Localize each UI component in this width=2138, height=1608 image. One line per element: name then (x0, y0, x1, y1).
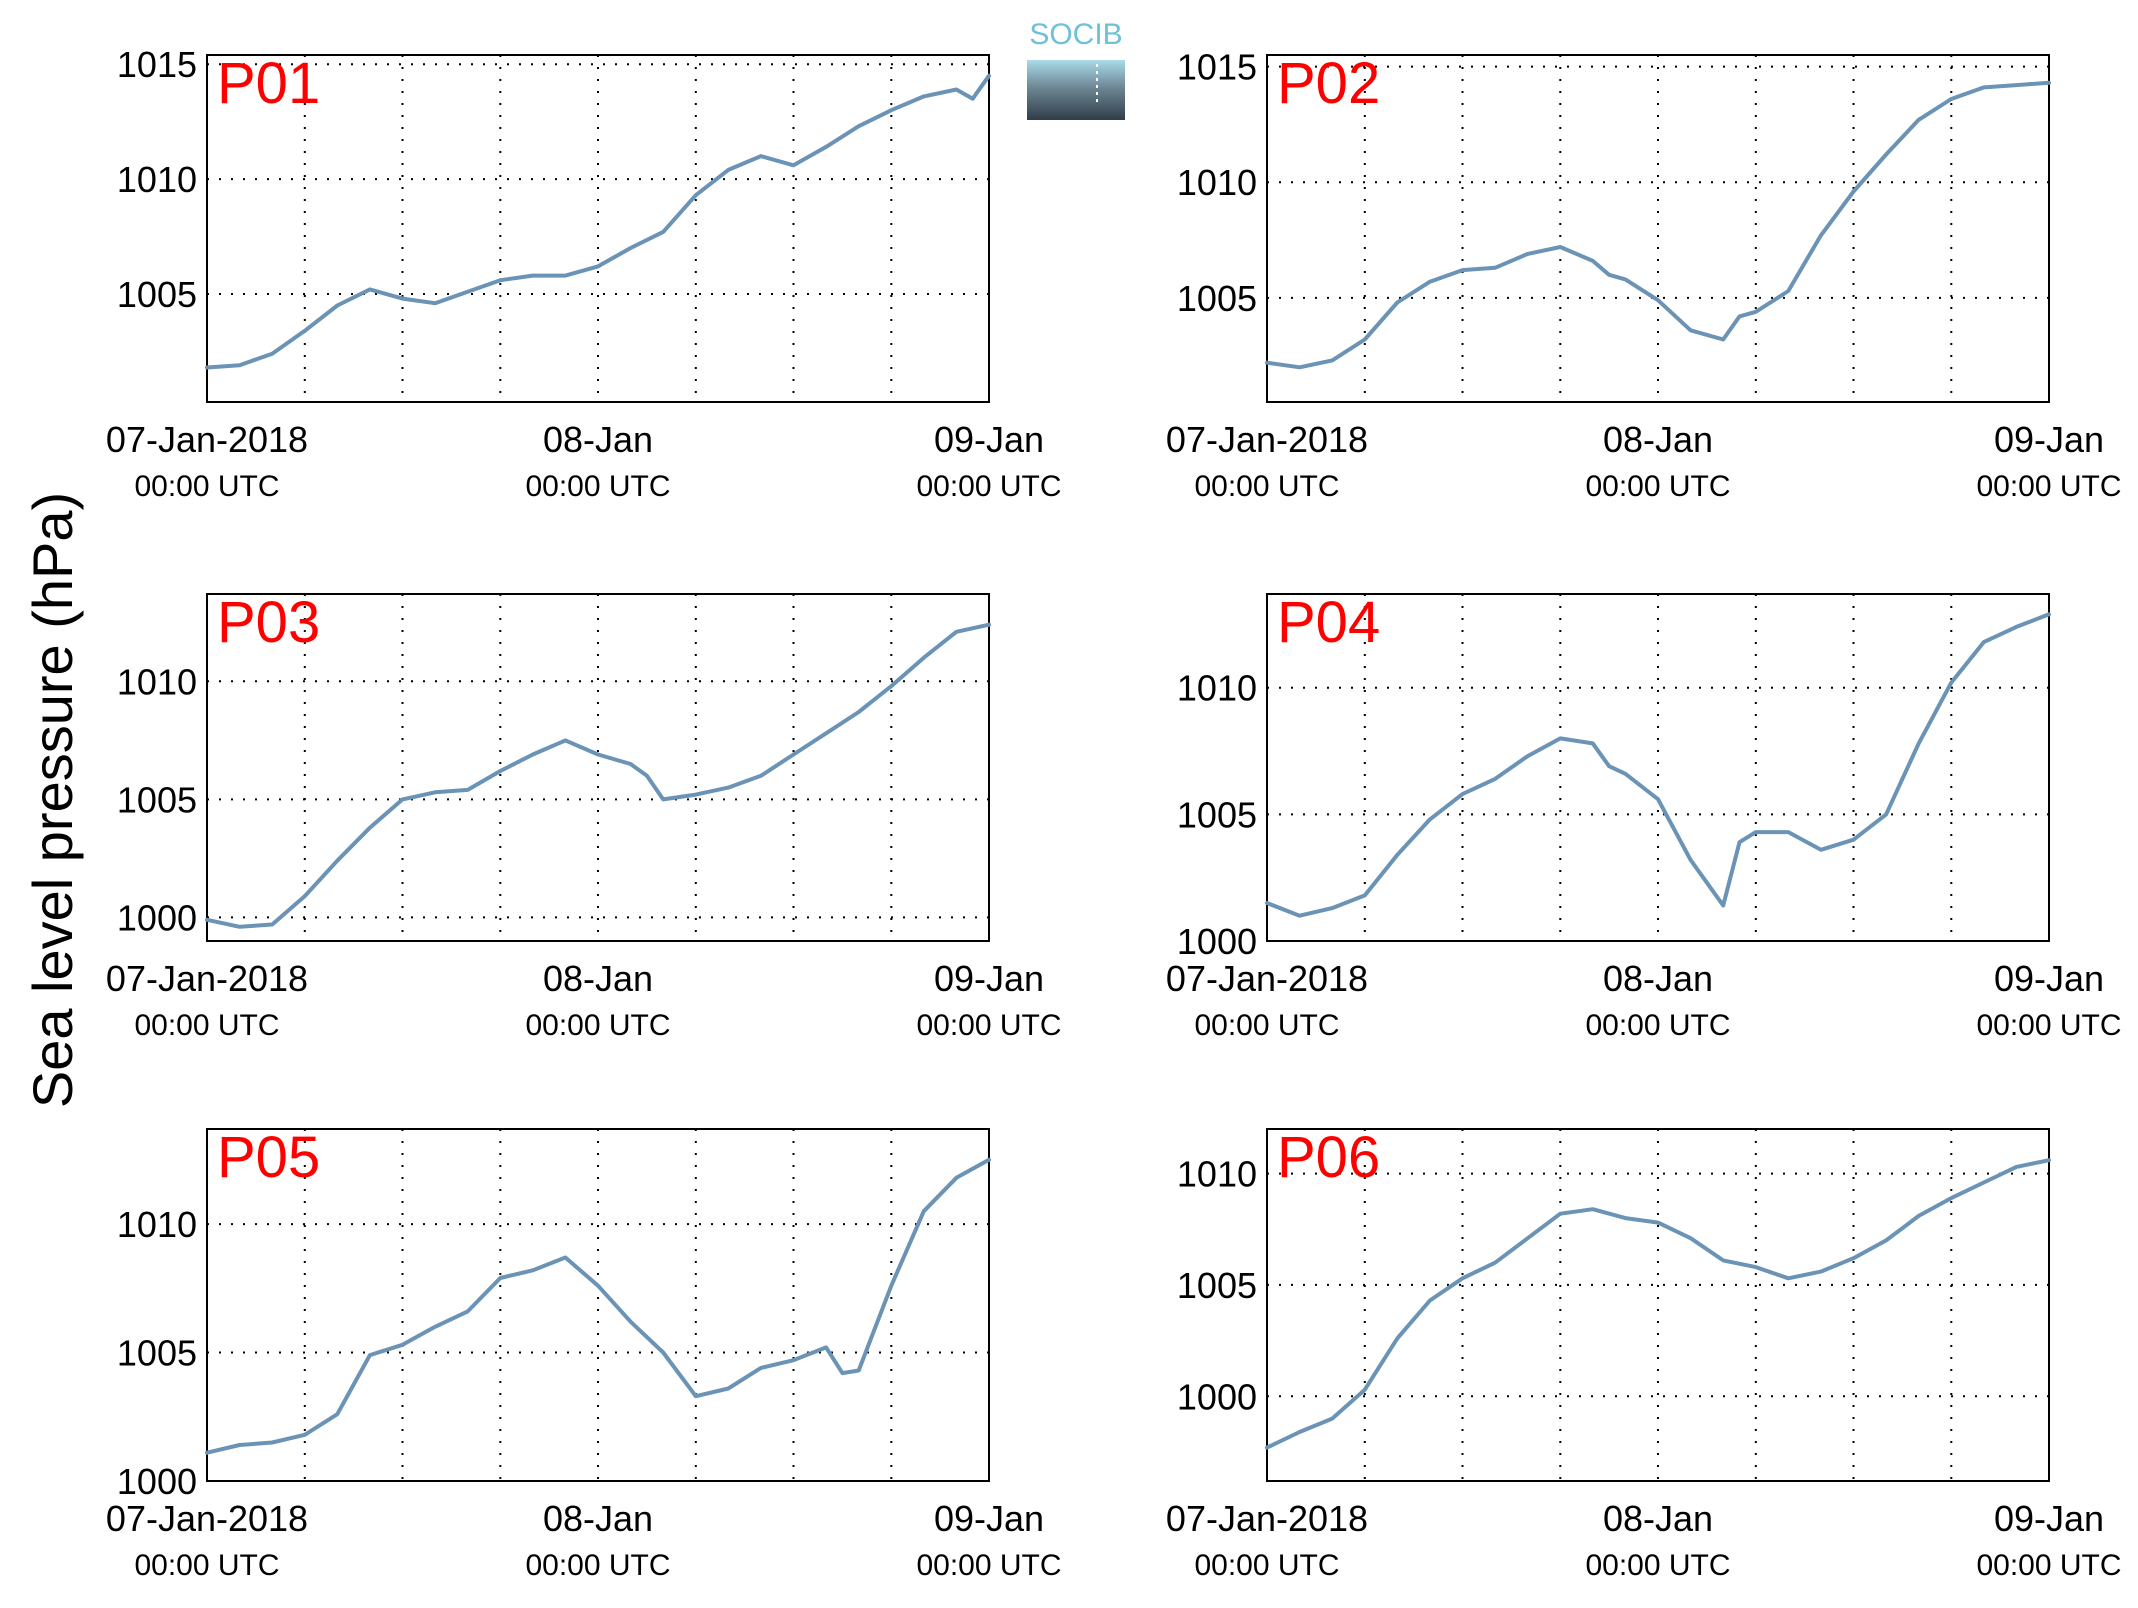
x-tick-sublabel: 00:00 UTC (134, 470, 279, 503)
x-tick-label: 09-Jan (1994, 419, 2104, 460)
socib-logo: SOCIB (1027, 18, 1125, 120)
y-tick-label: 1000 (1177, 921, 1257, 962)
y-tick-label: 1005 (117, 1333, 197, 1374)
y-tick-label: 1000 (117, 1461, 197, 1502)
y-tick-label: 1000 (1177, 1376, 1257, 1417)
socib-logo-block (1027, 60, 1125, 120)
y-tick-label: 1005 (117, 779, 197, 820)
plot-frame (206, 593, 990, 942)
y-tick-label: 1010 (1177, 162, 1257, 203)
plot-frame (206, 1128, 990, 1482)
y-tick-label: 1010 (1177, 1154, 1257, 1195)
x-tick-sublabel: 00:00 UTC (525, 1009, 670, 1042)
panel-label: P01 (217, 51, 320, 116)
x-tick-label: 07-Jan-2018 (1166, 419, 1368, 460)
y-tick-label: 1005 (117, 274, 197, 315)
x-tick-sublabel: 00:00 UTC (525, 1549, 670, 1582)
x-tick-label: 08-Jan (543, 958, 653, 999)
y-tick-label: 1010 (117, 1204, 197, 1245)
panel-p04: 1000 1005 1010 07-Jan-2018 00:00 UTC 08-Jan 00… (1166, 590, 2122, 1042)
plot-frame (206, 54, 990, 403)
x-tick-sublabel: 00:00 UTC (1194, 1549, 1339, 1582)
x-tick-label: 07-Jan-2018 (106, 419, 308, 460)
y-tick-label: 1010 (117, 159, 197, 200)
series-line-p01 (205, 73, 991, 370)
x-tick-sublabel: 00:00 UTC (134, 1009, 279, 1042)
x-tick-label: 07-Jan-2018 (106, 958, 308, 999)
series-line-p06 (1265, 1158, 2051, 1450)
x-tick-label: 08-Jan (543, 419, 653, 460)
x-tick-sublabel: 00:00 UTC (1194, 470, 1339, 503)
x-tick-sublabel: 00:00 UTC (1976, 470, 2121, 503)
y-tick-label: 1005 (1177, 1265, 1257, 1306)
y-tick-label: 1000 (117, 897, 197, 938)
y-axis-label: Sea level pressure (hPa) (21, 492, 84, 1108)
panel-label: P02 (1277, 51, 1380, 116)
x-tick-sublabel: 00:00 UTC (916, 470, 1061, 503)
panel-p05: 1000 1005 1010 07-Jan-2018 00:00 UTC 08-Jan 00… (106, 1125, 1062, 1582)
plot-frame (1266, 593, 2050, 942)
x-tick-label: 09-Jan (934, 419, 1044, 460)
x-tick-sublabel: 00:00 UTC (916, 1549, 1061, 1582)
panel-p02: 1005 1010 1015 07-Jan-2018 00:00 UTC 08-Jan 00… (1166, 47, 2122, 503)
panel-p01: 1005 1010 1015 07-Jan-2018 00:00 UTC 08-Jan 00… (106, 44, 1062, 503)
x-tick-sublabel: 00:00 UTC (1194, 1009, 1339, 1042)
x-tick-label: 07-Jan-2018 (1166, 958, 1368, 999)
panel-label: P06 (1277, 1125, 1380, 1190)
x-tick-sublabel: 00:00 UTC (1976, 1549, 2121, 1582)
y-tick-label: 1005 (1177, 794, 1257, 835)
series-line-p05 (205, 1157, 991, 1455)
y-tick-label: 1010 (1177, 668, 1257, 709)
panel-p03: 1000 1005 1010 07-Jan-2018 00:00 UTC 08-Jan 00… (106, 590, 1062, 1042)
x-tick-label: 08-Jan (543, 1498, 653, 1539)
y-tick-label: 1010 (117, 661, 197, 702)
y-tick-label: 1005 (1177, 278, 1257, 319)
x-tick-sublabel: 00:00 UTC (1976, 1009, 2121, 1042)
x-tick-label: 08-Jan (1603, 419, 1713, 460)
x-tick-label: 09-Jan (934, 1498, 1044, 1539)
panel-p06: 1000 1005 1010 07-Jan-2018 00:00 UTC 08-Jan 00… (1166, 1125, 2122, 1582)
series-line-p03 (205, 622, 991, 929)
panels: 1005 1010 1015 07-Jan-2018 00:00 UTC 08-Jan 00… (106, 44, 2122, 1582)
x-tick-label: 07-Jan-2018 (106, 1498, 308, 1539)
x-tick-label: 08-Jan (1603, 1498, 1713, 1539)
plot-frame (1266, 1128, 2050, 1482)
x-tick-label: 09-Jan (934, 958, 1044, 999)
y-tick-label: 1015 (117, 44, 197, 85)
panel-label: P03 (217, 590, 320, 655)
x-tick-sublabel: 00:00 UTC (134, 1549, 279, 1582)
panel-label: P04 (1277, 590, 1380, 655)
x-tick-sublabel: 00:00 UTC (1585, 1549, 1730, 1582)
x-tick-label: 07-Jan-2018 (1166, 1498, 1368, 1539)
panel-label: P05 (217, 1125, 320, 1190)
x-tick-label: 09-Jan (1994, 958, 2104, 999)
series-line-p02 (1265, 80, 2051, 370)
series-line-p04 (1265, 612, 2051, 918)
x-tick-sublabel: 00:00 UTC (1585, 1009, 1730, 1042)
x-tick-sublabel: 00:00 UTC (916, 1009, 1061, 1042)
y-tick-label: 1015 (1177, 47, 1257, 88)
x-tick-label: 09-Jan (1994, 1498, 2104, 1539)
x-tick-label: 08-Jan (1603, 958, 1713, 999)
plot-frame (1266, 54, 2050, 403)
socib-logo-text: SOCIB (1029, 18, 1122, 51)
x-tick-sublabel: 00:00 UTC (525, 470, 670, 503)
x-tick-sublabel: 00:00 UTC (1585, 470, 1730, 503)
